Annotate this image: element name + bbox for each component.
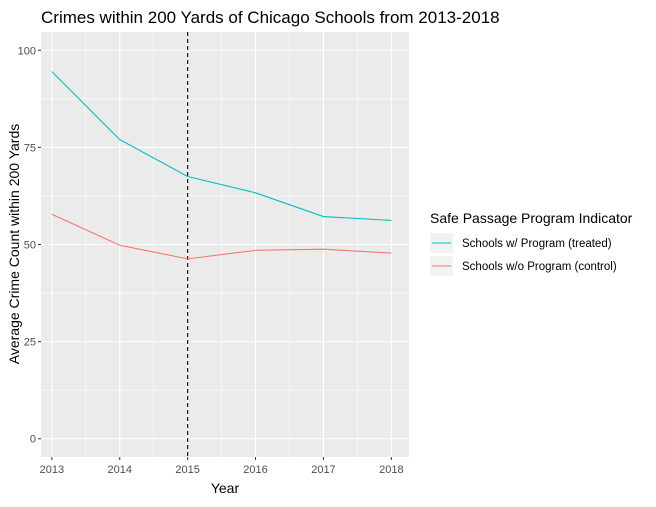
major-gridlines xyxy=(41,32,409,457)
x-tick-label: 2014 xyxy=(108,464,132,476)
x-tick-label: 2015 xyxy=(175,464,199,476)
x-tick-label: 2018 xyxy=(379,464,403,476)
legend-label: Schools w/ Program (treated) xyxy=(462,238,612,250)
legend-label: Schools w/o Program (control) xyxy=(462,261,617,273)
y-tick-label: 25 xyxy=(24,337,36,349)
y-axis-title: Average Crime Count within 200 Yards xyxy=(6,124,22,364)
x-tick-label: 2017 xyxy=(311,464,335,476)
chart-title: Crimes within 200 Yards of Chicago Schoo… xyxy=(41,8,500,27)
series-line-control xyxy=(51,213,392,260)
y-tick-label: 50 xyxy=(24,240,36,252)
x-tick-label: 2016 xyxy=(243,464,267,476)
y-tick-label: 100 xyxy=(18,45,36,57)
x-axis-ticks: 2013 2014 2015 2016 2017 2018 xyxy=(40,457,404,476)
legend-title: Safe Passage Program Indicator xyxy=(430,210,633,226)
y-tick-label: 0 xyxy=(30,434,36,446)
legend: Safe Passage Program Indicator Schools w… xyxy=(430,210,633,276)
x-tick-label: 2013 xyxy=(40,464,64,476)
y-axis-ticks: 0 25 50 75 100 xyxy=(18,45,41,446)
x-axis-title: Year xyxy=(211,480,240,496)
y-tick-label: 75 xyxy=(24,142,36,154)
series-line-treated xyxy=(51,71,392,221)
series-lines xyxy=(51,71,392,260)
